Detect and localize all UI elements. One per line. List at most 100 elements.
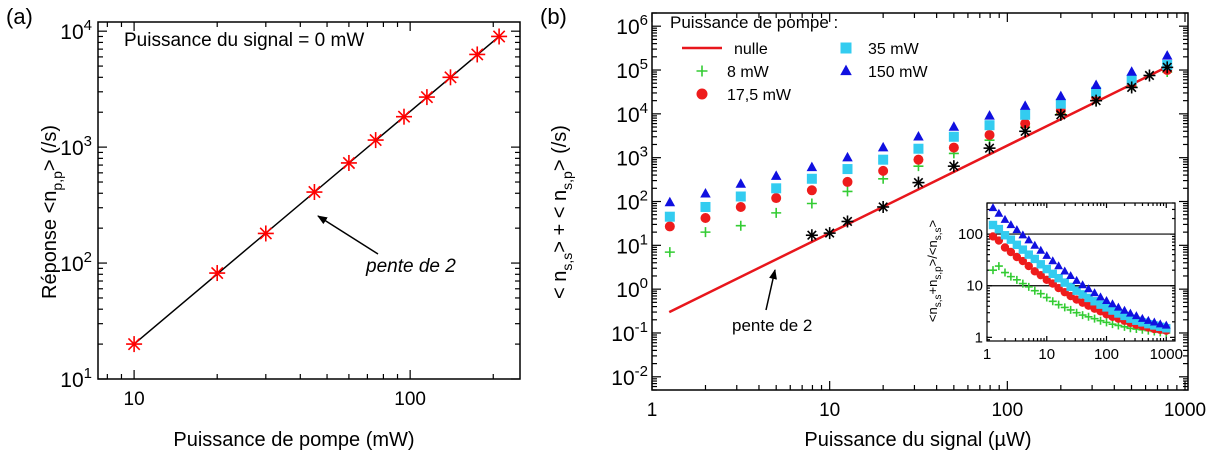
inset-data-point bbox=[1113, 302, 1123, 311]
y-tick-label: 103 bbox=[60, 133, 92, 160]
inset-data-point bbox=[1114, 309, 1123, 318]
inset-y-tick-label: 10 bbox=[966, 278, 983, 295]
data-point bbox=[340, 154, 357, 171]
data-point bbox=[913, 154, 924, 165]
inset-data-point bbox=[1042, 264, 1051, 274]
inset-data-point bbox=[1132, 316, 1141, 325]
inset-data-point bbox=[1143, 315, 1153, 324]
inset-data-point bbox=[1030, 254, 1040, 264]
panel-a-annotation: Puissance du signal = 0 mW bbox=[124, 30, 364, 51]
data-point bbox=[367, 132, 384, 149]
data-point bbox=[735, 220, 746, 231]
data-point bbox=[395, 108, 412, 125]
inset-x-tick-label: 10 bbox=[1038, 346, 1055, 363]
inset-data-point bbox=[1012, 240, 1022, 250]
inset-data-point bbox=[1120, 311, 1129, 321]
inset-data-point bbox=[1048, 297, 1057, 306]
inset-data-point bbox=[1096, 300, 1105, 309]
data-point bbox=[771, 183, 782, 194]
panel-b-arrow bbox=[765, 269, 777, 311]
y-tick-label: 10-1 bbox=[611, 319, 648, 346]
inset-data-point bbox=[1030, 286, 1039, 295]
data-point bbox=[877, 141, 889, 152]
inset-data-point bbox=[1155, 319, 1165, 328]
data-point bbox=[841, 215, 854, 228]
data-point bbox=[257, 225, 274, 242]
data-point bbox=[1161, 50, 1173, 60]
data-point bbox=[805, 229, 818, 242]
data-point bbox=[948, 121, 960, 131]
data-point bbox=[1020, 109, 1031, 120]
data-point bbox=[806, 161, 818, 172]
data-point bbox=[823, 227, 836, 240]
data-point bbox=[209, 265, 226, 282]
data-point bbox=[700, 201, 711, 212]
y-tick-label: 101 bbox=[616, 231, 648, 258]
data-point bbox=[806, 173, 817, 184]
data-point bbox=[842, 164, 853, 175]
inset-data-point bbox=[1072, 308, 1081, 317]
legend-label: 8 mW bbox=[727, 64, 770, 81]
series-nulle-line bbox=[668, 65, 1169, 314]
inset-data-point bbox=[1126, 314, 1135, 323]
inset-data-point bbox=[1084, 284, 1093, 293]
inset-data-point bbox=[994, 262, 1003, 271]
y-tick-label: 104 bbox=[60, 17, 92, 44]
x-tick-label: 100 bbox=[991, 400, 1023, 421]
inset-data-point bbox=[1120, 305, 1129, 314]
data-point bbox=[984, 120, 995, 131]
panel-b-label: (b) bbox=[540, 4, 567, 29]
inset-data-point bbox=[988, 266, 997, 275]
data-point bbox=[842, 176, 853, 187]
data-point bbox=[878, 165, 889, 176]
inset-data-point bbox=[1054, 273, 1063, 283]
panel-b-marks bbox=[664, 50, 1174, 314]
inset-data-point bbox=[1030, 267, 1040, 276]
inset-data-point bbox=[1084, 293, 1093, 303]
data-point bbox=[771, 207, 782, 218]
inset-data-point bbox=[1125, 308, 1135, 317]
legend-marker bbox=[696, 88, 708, 100]
inset-data-point bbox=[1042, 250, 1052, 259]
data-point bbox=[913, 143, 924, 154]
inset-data-point bbox=[1060, 278, 1069, 287]
inset-data-point bbox=[994, 208, 1004, 217]
data-point bbox=[1054, 108, 1067, 121]
inset: 1 10 100 1000 1 10 100 <ns,s+ns,p>/<ns,s> bbox=[925, 202, 1183, 363]
data-point bbox=[947, 160, 960, 173]
inset-data-point bbox=[1108, 320, 1117, 329]
data-point bbox=[806, 185, 817, 196]
inset-data-point bbox=[1096, 316, 1105, 325]
inset-data-point bbox=[988, 220, 998, 230]
legend-marker bbox=[840, 64, 852, 76]
inset-data-point bbox=[1108, 306, 1117, 315]
inset-data-point bbox=[1161, 320, 1171, 329]
inset-data-point bbox=[1078, 290, 1087, 299]
y-tick-label: 10-2 bbox=[611, 363, 648, 390]
inset-x-tick-label: 100 bbox=[1094, 346, 1119, 363]
data-point bbox=[1090, 79, 1102, 89]
data-point bbox=[700, 213, 711, 224]
inset-data-point bbox=[1096, 292, 1105, 301]
inset-data-point bbox=[1030, 240, 1040, 249]
data-point bbox=[1126, 74, 1137, 85]
y-tick-label: 103 bbox=[616, 144, 648, 171]
inset-data-point bbox=[1024, 282, 1033, 291]
data-point bbox=[664, 211, 675, 222]
data-point bbox=[664, 221, 675, 232]
legend-label: nulle bbox=[734, 41, 768, 58]
inset-data-point bbox=[1084, 312, 1093, 321]
panel-a: (a) Puissance du signal = 0 mW Puissance… bbox=[6, 4, 521, 451]
inset-data-point bbox=[1060, 303, 1069, 312]
inset-data-point bbox=[1078, 311, 1087, 320]
inset-data-point bbox=[1072, 275, 1082, 284]
inset-data-point bbox=[1138, 318, 1147, 327]
y-tick-label: 100 bbox=[616, 275, 648, 302]
x-tick-label: 100 bbox=[394, 389, 426, 410]
inset-data-point bbox=[1000, 268, 1009, 277]
legend-marker bbox=[696, 65, 708, 77]
panel-a-marks bbox=[126, 28, 508, 353]
legend-marker bbox=[840, 42, 852, 54]
data-point bbox=[771, 193, 782, 204]
